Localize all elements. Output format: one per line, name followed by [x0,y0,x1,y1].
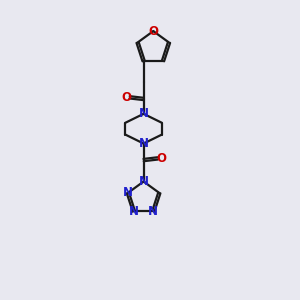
Text: O: O [156,152,166,165]
Text: O: O [121,91,131,104]
Text: N: N [139,137,148,150]
Text: N: N [139,107,148,120]
Text: N: N [148,205,158,218]
Text: N: N [123,186,133,200]
Text: N: N [129,205,139,218]
Text: N: N [139,175,148,188]
Text: O: O [148,25,158,38]
